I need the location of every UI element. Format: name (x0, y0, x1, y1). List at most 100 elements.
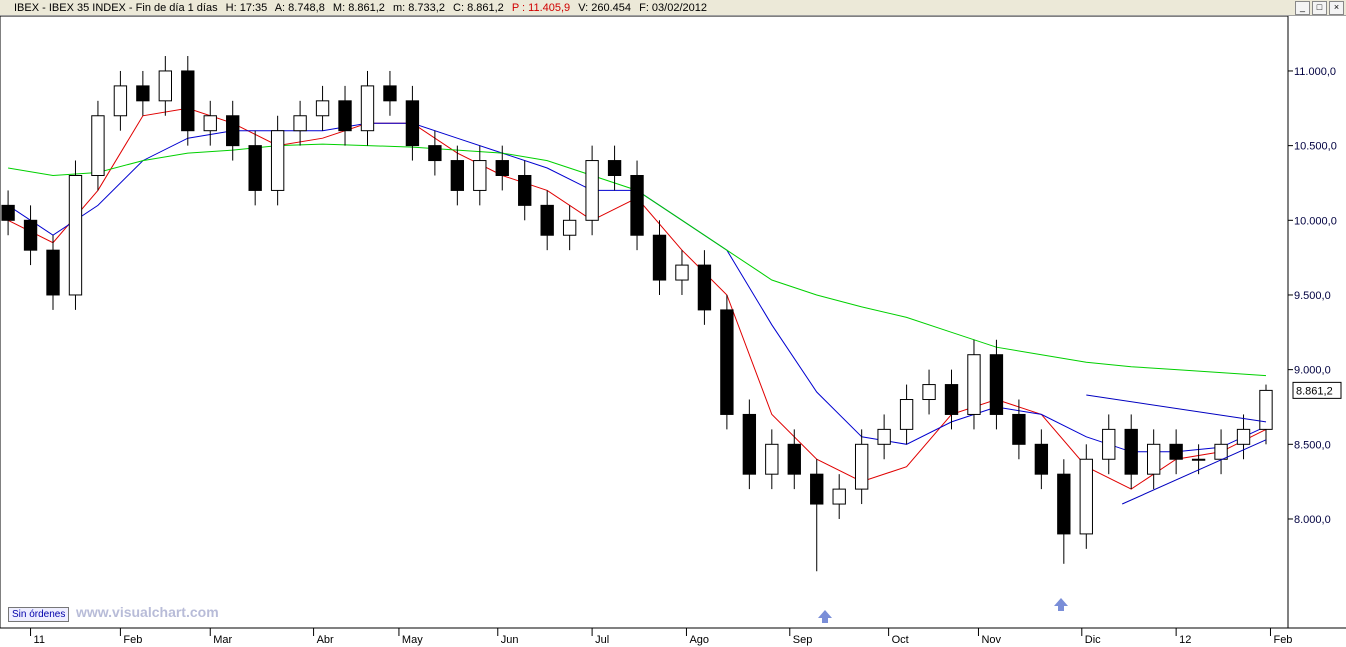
candle-body (1034, 443, 1049, 475)
candle-body (944, 384, 959, 415)
candle-body (270, 130, 285, 191)
candle-body (877, 428, 891, 445)
x-tick-label: Sep (793, 634, 813, 646)
x-tick-label: Nov (981, 634, 1001, 646)
arrow-marker (818, 610, 832, 623)
header-item: C: 8.861,2 (453, 2, 504, 14)
candle-body (1259, 389, 1273, 430)
candle-body (899, 399, 914, 430)
candle-body (68, 174, 83, 296)
window-buttons: _ □ × (1295, 1, 1344, 15)
candle-body (1191, 458, 1206, 461)
trend-line (1121, 439, 1267, 505)
candle-body (1079, 458, 1093, 535)
trend-line (1086, 394, 1267, 423)
candle-body (136, 85, 150, 102)
candle-body (473, 160, 487, 191)
orders-button[interactable]: Sin órdenes (8, 607, 70, 622)
header-item: P : 11.405,9 (511, 2, 571, 14)
candle-body (697, 264, 712, 311)
candle-body (1012, 413, 1026, 445)
candle-body (181, 70, 195, 132)
watermark: www.visualchart.com (76, 604, 219, 620)
candle-body (720, 309, 734, 415)
candle-body (428, 145, 442, 162)
arrow-marker (1054, 598, 1068, 611)
y-tick-label: 8.000,0 (1294, 514, 1331, 526)
y-tick-label: 10.000,0 (1294, 215, 1337, 227)
candle-body (1124, 428, 1138, 475)
candle-body (1146, 443, 1161, 475)
candle-body (540, 204, 554, 236)
header-item: H: 17:35 (225, 2, 268, 14)
x-tick-label: Feb (123, 634, 142, 646)
x-tick-label: 12 (1179, 634, 1191, 646)
minimize-button[interactable]: _ (1295, 1, 1310, 15)
maximize-button[interactable]: □ (1312, 1, 1327, 15)
header: IBEX - IBEX 35 INDEX - Fin de día 1 días… (0, 0, 1346, 16)
candle-body (1169, 443, 1183, 460)
y-tick-label: 11.000,0 (1294, 66, 1336, 78)
x-tick-label: Ago (689, 634, 709, 646)
candle-body (383, 85, 397, 102)
candle-body (832, 488, 846, 505)
candle-body (360, 85, 375, 132)
candle-body (630, 174, 644, 236)
candle-body (1214, 443, 1228, 460)
candle-body (23, 219, 38, 251)
x-tick-label: Jul (595, 634, 609, 646)
candle-body (854, 443, 869, 490)
candle-body (518, 174, 532, 206)
candle-body (607, 160, 622, 176)
candle-body (967, 354, 981, 415)
candle-body (338, 100, 352, 132)
header-item: M: 8.861,2 (332, 2, 385, 14)
candle-body (1057, 473, 1071, 535)
candle-body (46, 249, 60, 296)
x-tick-label: Feb (1273, 634, 1292, 646)
candle-body (495, 160, 509, 176)
header-item: V: 260.454 (578, 2, 632, 14)
candle-body (675, 264, 689, 281)
candle-body (293, 115, 307, 132)
header-item: A: 8.748,8 (274, 2, 325, 14)
x-tick-label: 11 (34, 634, 45, 646)
y-tick-label: 9.000,0 (1294, 365, 1331, 377)
last-price-box (1292, 381, 1342, 399)
y-tick-label: 9.500,0 (1294, 290, 1331, 302)
candle-body (989, 354, 1004, 415)
candle-body (1, 204, 15, 221)
candle-body (203, 115, 217, 132)
x-tick-label: Dic (1085, 634, 1101, 646)
header-item: IBEX - IBEX 35 INDEX - Fin de día 1 días (14, 2, 218, 14)
last-price-label: 8.861,2 (1296, 385, 1333, 397)
y-tick-label: 10.500,0 (1294, 141, 1337, 153)
x-tick-label: Abr (317, 634, 334, 646)
candle-body (810, 473, 824, 505)
candle-body (1236, 428, 1251, 445)
x-tick-label: Jun (501, 634, 519, 646)
candle-body (226, 115, 240, 147)
header-item: F: 03/02/2012 (639, 2, 707, 14)
candle-body (91, 115, 105, 176)
candle-body (765, 443, 779, 475)
y-tick-label: 8.500,0 (1294, 439, 1331, 451)
candle-body (315, 100, 330, 117)
candle-body (652, 234, 667, 281)
candle-body (450, 160, 465, 191)
candle-body (158, 70, 173, 102)
candle-body (585, 160, 599, 221)
close-button[interactable]: × (1329, 1, 1344, 15)
x-tick-label: Oct (892, 634, 909, 646)
x-tick-label: Mar (213, 634, 232, 646)
x-tick-label: May (402, 634, 423, 646)
candle-body (405, 100, 420, 147)
header-item: m: 8.733,2 (392, 2, 445, 14)
candle-body (1102, 428, 1116, 460)
candle-body (248, 145, 262, 191)
candle-body (922, 384, 936, 401)
candle-body (742, 413, 757, 475)
candle-body (113, 85, 128, 117)
candle-body (787, 443, 801, 475)
